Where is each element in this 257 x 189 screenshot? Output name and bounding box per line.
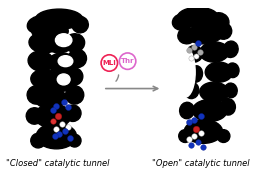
Point xyxy=(192,135,196,138)
Point xyxy=(54,104,58,107)
Ellipse shape xyxy=(72,16,88,33)
Text: Thr: Thr xyxy=(121,58,134,64)
Point xyxy=(189,144,193,147)
Ellipse shape xyxy=(215,23,232,39)
Ellipse shape xyxy=(68,49,87,67)
Point xyxy=(189,57,193,60)
Ellipse shape xyxy=(179,130,191,143)
Ellipse shape xyxy=(175,47,195,97)
Point xyxy=(194,127,198,130)
Text: "Open" catalytic tunnel: "Open" catalytic tunnel xyxy=(152,159,250,168)
Ellipse shape xyxy=(192,100,227,122)
Ellipse shape xyxy=(57,74,70,85)
Ellipse shape xyxy=(170,45,186,72)
Ellipse shape xyxy=(29,33,58,53)
Ellipse shape xyxy=(190,66,203,82)
Ellipse shape xyxy=(63,67,83,86)
Ellipse shape xyxy=(28,51,53,71)
Ellipse shape xyxy=(65,34,85,52)
Ellipse shape xyxy=(46,36,72,53)
Ellipse shape xyxy=(224,41,238,57)
Ellipse shape xyxy=(177,7,218,27)
Text: MLI: MLI xyxy=(103,60,116,66)
Ellipse shape xyxy=(48,53,76,73)
Point xyxy=(63,130,68,133)
Circle shape xyxy=(101,55,117,71)
Ellipse shape xyxy=(184,120,223,143)
Point xyxy=(187,49,191,52)
Ellipse shape xyxy=(187,24,223,44)
Point xyxy=(68,136,72,139)
Ellipse shape xyxy=(49,71,75,91)
Ellipse shape xyxy=(66,86,84,104)
Ellipse shape xyxy=(31,69,60,90)
Point xyxy=(52,135,57,138)
Ellipse shape xyxy=(217,130,230,143)
Point xyxy=(54,127,58,130)
Point xyxy=(62,101,66,104)
Ellipse shape xyxy=(178,27,196,44)
Ellipse shape xyxy=(221,99,235,115)
Point xyxy=(192,45,196,48)
Ellipse shape xyxy=(58,56,73,67)
Point xyxy=(198,50,202,53)
Ellipse shape xyxy=(200,82,229,102)
Ellipse shape xyxy=(226,63,239,78)
Point xyxy=(192,118,196,121)
Point xyxy=(51,109,55,112)
Point xyxy=(57,133,61,136)
Ellipse shape xyxy=(200,42,229,62)
Circle shape xyxy=(119,53,136,69)
Ellipse shape xyxy=(209,13,229,31)
Point xyxy=(60,123,64,126)
Ellipse shape xyxy=(34,87,66,109)
Point xyxy=(201,146,205,149)
Point xyxy=(66,105,70,108)
Ellipse shape xyxy=(68,134,81,147)
Ellipse shape xyxy=(56,34,72,46)
Point xyxy=(196,141,200,144)
Point xyxy=(199,132,203,135)
Ellipse shape xyxy=(186,46,203,62)
Ellipse shape xyxy=(205,62,233,82)
Point xyxy=(56,115,60,118)
Ellipse shape xyxy=(32,21,68,41)
Ellipse shape xyxy=(184,82,199,99)
Ellipse shape xyxy=(170,77,186,104)
Ellipse shape xyxy=(224,83,237,98)
Ellipse shape xyxy=(36,123,76,149)
Ellipse shape xyxy=(26,108,43,124)
Point xyxy=(194,54,198,57)
Ellipse shape xyxy=(65,105,81,122)
Ellipse shape xyxy=(31,133,45,148)
Ellipse shape xyxy=(27,86,45,104)
Ellipse shape xyxy=(34,104,71,128)
Ellipse shape xyxy=(172,14,192,30)
Ellipse shape xyxy=(27,16,49,33)
Point xyxy=(187,121,191,124)
Point xyxy=(187,137,191,140)
Point xyxy=(196,41,200,44)
Ellipse shape xyxy=(35,9,83,29)
Point xyxy=(66,125,70,129)
Point xyxy=(199,115,203,118)
Point xyxy=(51,119,55,122)
Text: "Closed" catalytic tunnel: "Closed" catalytic tunnel xyxy=(5,159,109,168)
Ellipse shape xyxy=(180,102,194,119)
